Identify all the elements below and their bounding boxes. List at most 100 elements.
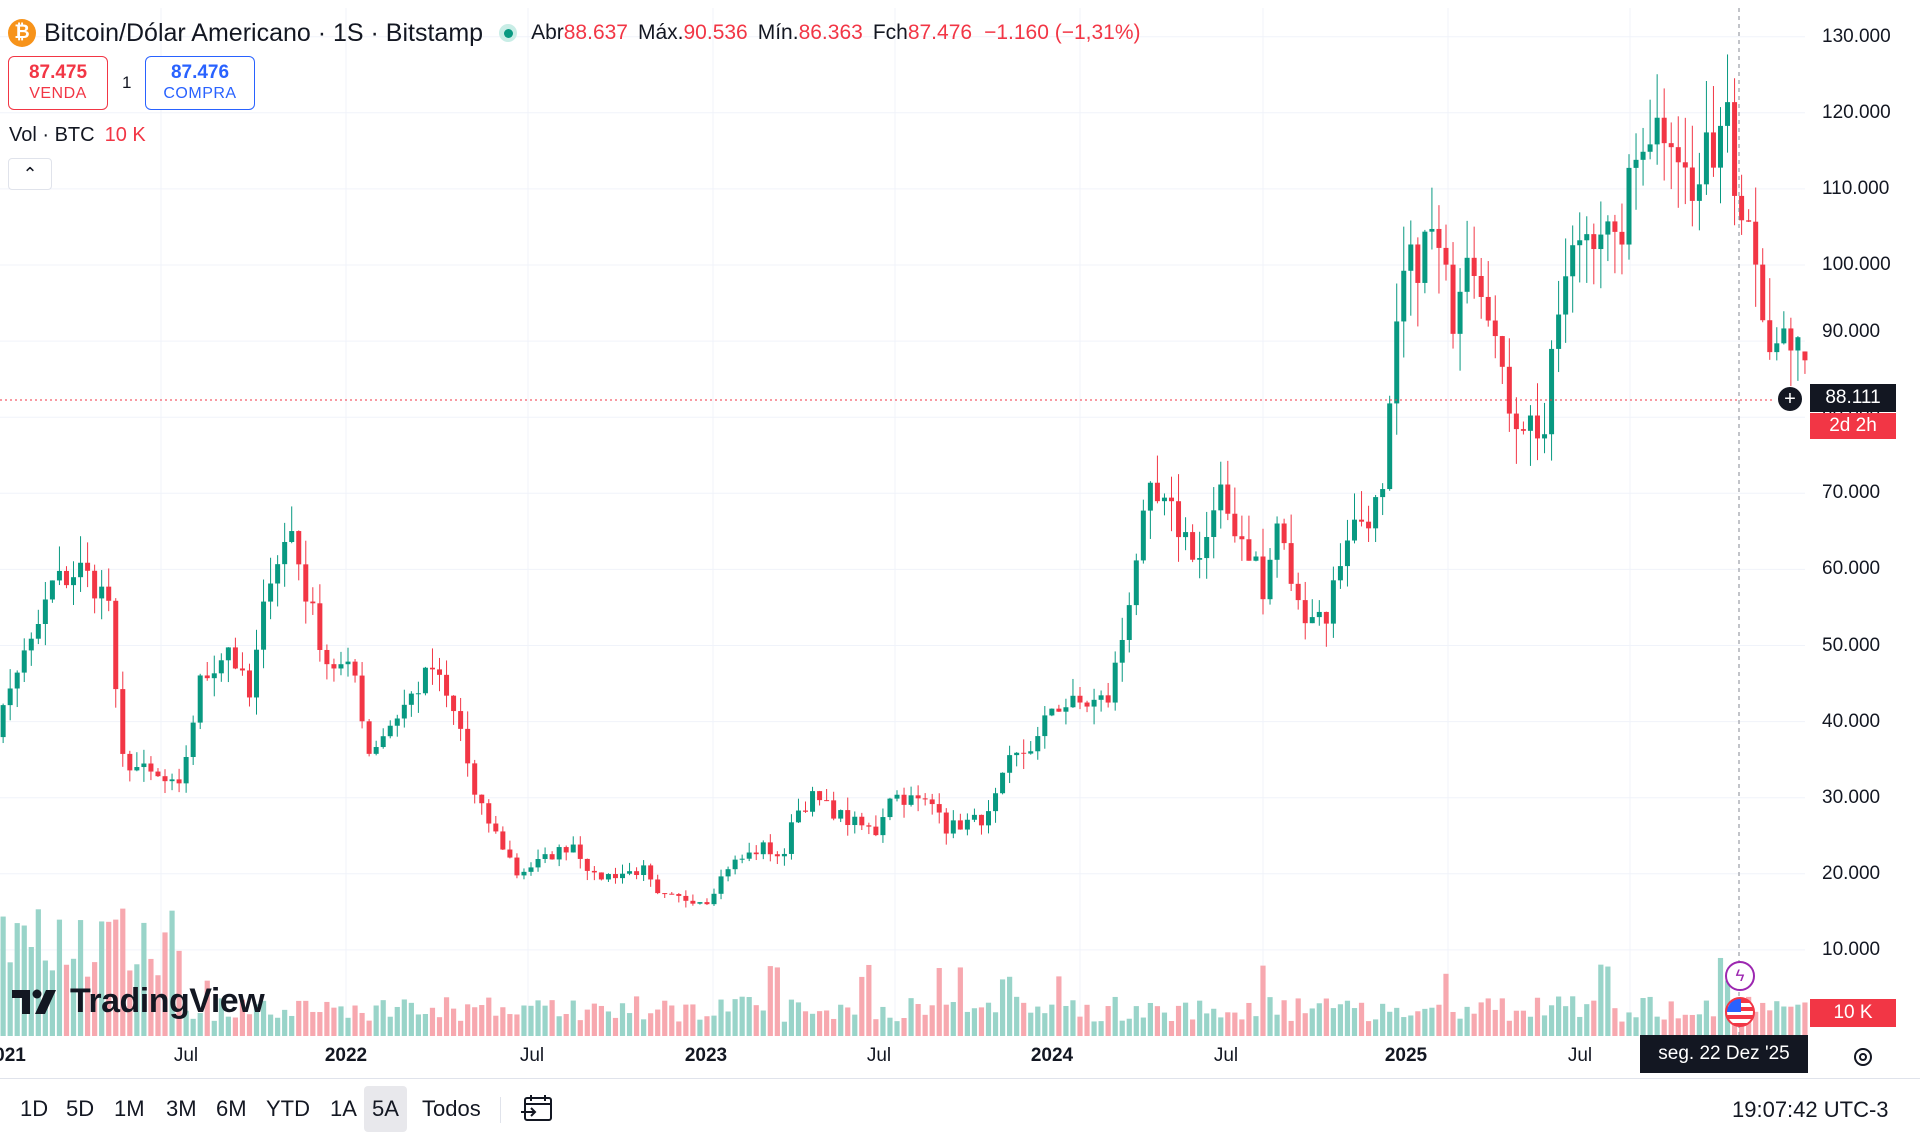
time-tick-label: 2024 (1030, 1045, 1074, 1066)
volume-bar (1457, 1018, 1463, 1036)
volume-bar (1253, 1016, 1259, 1036)
volume-bar (1612, 1008, 1618, 1036)
price-chart[interactable] (0, 0, 1920, 1080)
lightning-icon[interactable]: ϟ (1725, 961, 1755, 991)
symbol-title[interactable]: Bitcoin/Dólar Americano · 1S · Bitstamp (44, 18, 484, 47)
candle-body (1563, 276, 1569, 315)
candle-body (71, 577, 77, 586)
volume-bar (1394, 1007, 1400, 1036)
volume-bar (1042, 1013, 1048, 1036)
volume-bar (1337, 1004, 1344, 1036)
candle-body (1513, 413, 1519, 430)
candle-body (338, 664, 344, 669)
volume-bar (1654, 1016, 1660, 1036)
volume-bar (570, 1000, 576, 1036)
candle-body (1746, 220, 1752, 222)
candle-body (373, 747, 379, 754)
price-tick-label: 90.000 (1822, 321, 1881, 343)
volume-bar (1077, 1016, 1083, 1036)
volume-bar (887, 1017, 893, 1036)
volume-bar (577, 1020, 583, 1036)
clock-timezone[interactable]: 19:07:42 UTC-3 (1732, 1097, 1889, 1122)
price-tick-label: 70.000 (1822, 482, 1881, 504)
candle-body (627, 871, 633, 874)
volume-legend[interactable]: Vol · BTC 10 K (9, 124, 146, 147)
volume-bar (63, 964, 70, 1036)
range-button-todos[interactable]: Todos (422, 1096, 481, 1121)
plus-circle-icon[interactable]: + (1777, 386, 1803, 412)
candle-body (246, 670, 252, 698)
candle-body (486, 803, 492, 824)
volume-bar (985, 1002, 992, 1036)
volume-bar (1105, 1006, 1111, 1036)
candle-body (1753, 221, 1759, 265)
candle-body (1760, 264, 1766, 321)
collapse-legend-button[interactable]: ⌃ (8, 158, 52, 190)
volume-bar (99, 921, 105, 1036)
candle-body (563, 847, 569, 853)
candle-body (767, 842, 773, 855)
candle-body (1359, 519, 1365, 522)
time-tick-label: Jul (173, 1045, 199, 1066)
range-button-5d[interactable]: 5D (66, 1096, 95, 1121)
volume-bar (1028, 1012, 1034, 1036)
candle-body (1077, 695, 1083, 703)
volume-bar (1626, 1012, 1632, 1036)
candle-body (85, 562, 91, 571)
candle-body (591, 870, 597, 873)
candle-body (598, 872, 604, 880)
volume-bar (894, 1021, 900, 1036)
volume-bar (781, 1021, 787, 1036)
range-button-5a[interactable]: 5A (364, 1086, 407, 1132)
compare-calendar-icon[interactable] (520, 1093, 556, 1125)
volume-bar (809, 1013, 816, 1036)
volume-bar (1239, 1019, 1245, 1036)
candle-body (1295, 583, 1301, 601)
candle-body (42, 599, 48, 625)
candle-body (1422, 231, 1428, 283)
volume-bar (1119, 1020, 1125, 1036)
volume-bar (641, 1019, 647, 1036)
range-button-6m[interactable]: 6M (216, 1096, 247, 1121)
candle-body (451, 695, 457, 712)
ohlc-low-label: Mín. (757, 21, 799, 44)
us-flag-icon[interactable] (1725, 997, 1755, 1027)
volume-bar (289, 1015, 295, 1036)
volume-bar (49, 970, 55, 1036)
volume-bar (458, 1020, 464, 1036)
gear-icon[interactable] (1848, 1042, 1878, 1072)
volume-bar (394, 1006, 400, 1036)
candle-body (1485, 296, 1491, 321)
candle-body (1605, 221, 1611, 235)
candle-body (634, 871, 640, 876)
candle-body (1626, 167, 1632, 245)
volume-bar (183, 1010, 189, 1036)
volume-legend-value: 10 K (104, 124, 146, 146)
candle-body (648, 865, 654, 880)
range-button-1a[interactable]: 1A (330, 1096, 357, 1121)
candle-body (810, 791, 816, 812)
tradingview-logo-icon[interactable]: TradingView (12, 982, 265, 1021)
volume-bar (1633, 1017, 1639, 1036)
volume-bar (1520, 1010, 1527, 1036)
range-button-1d[interactable]: 1D (20, 1096, 49, 1121)
volume-bar (1063, 1005, 1069, 1036)
volume-bar (1351, 1008, 1358, 1036)
candle-body (774, 854, 780, 857)
range-button-3m[interactable]: 3M (166, 1096, 197, 1121)
sell-button[interactable]: 87.475 VENDA (8, 56, 108, 110)
range-button-1m[interactable]: 1M (114, 1096, 145, 1121)
candle-body (1682, 162, 1688, 168)
volume-bar (1098, 1021, 1104, 1036)
volume-bar (1133, 1006, 1139, 1036)
buy-button[interactable]: 87.476 COMPRA (145, 56, 255, 110)
volume-bar (218, 998, 224, 1036)
candle-body (120, 689, 126, 754)
candle-body (1725, 102, 1731, 126)
volume-bar (1182, 1002, 1189, 1036)
range-button-ytd[interactable]: YTD (266, 1096, 310, 1121)
volume-bar (303, 1000, 309, 1036)
volume-bar (1358, 1002, 1365, 1036)
time-tick-label: 2022 (324, 1045, 368, 1066)
volume-bar (535, 1000, 541, 1036)
